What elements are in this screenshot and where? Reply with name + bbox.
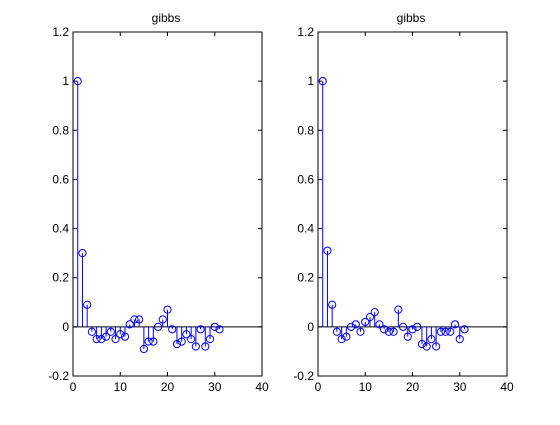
right-subplot-ytick-label: -0.2 [293, 369, 314, 383]
left-subplot-ytick-label: -0.2 [48, 369, 69, 383]
left-subplot-ytick-label: 0 [62, 320, 69, 334]
left-subplot-ytick-label: 0.2 [52, 271, 69, 285]
left-subplot-ytick-label: 0.6 [52, 172, 69, 186]
right-subplot-xtick-label: 0 [315, 380, 322, 394]
left-subplot-title: gibbs [152, 11, 181, 25]
left-subplot-xtick-label: 30 [208, 380, 222, 394]
right-subplot-ytick-label: 0.6 [297, 172, 314, 186]
left-subplot-ytick-label: 0.8 [52, 123, 69, 137]
right-subplot-ytick-label: 0.2 [297, 271, 314, 285]
right-subplot-xtick-label: 20 [406, 380, 420, 394]
left-subplot-xtick-label: 10 [114, 380, 128, 394]
right-subplot-ytick-label: 1 [307, 74, 314, 88]
right-subplot-xtick-label: 40 [500, 380, 514, 394]
left-subplot-ytick-label: 0.4 [52, 222, 69, 236]
right-subplot-ytick-label: 0.4 [297, 222, 314, 236]
right-subplot-title: gibbs [397, 11, 426, 25]
left-subplot-ytick-label: 1 [62, 74, 69, 88]
left-subplot-xtick-label: 40 [255, 380, 269, 394]
left-subplot-xtick-label: 0 [70, 380, 77, 394]
left-subplot: gibbs 0 10 20 30 40-0.200.20.40.60.811.2 [48, 11, 269, 394]
right-subplot-xtick-label: 10 [359, 380, 373, 394]
right-subplot-ytick-label: 0.8 [297, 123, 314, 137]
right-subplot-ytick-label: 1.2 [297, 25, 314, 39]
left-subplot-xtick-label: 20 [161, 380, 175, 394]
right-subplot: gibbs 0 10 20 30 40-0.200.20.40.60.811.2 [293, 11, 514, 394]
right-subplot-ytick-label: 0 [307, 320, 314, 334]
right-subplot-xtick-label: 30 [453, 380, 467, 394]
right-subplot-axes-frame [318, 32, 507, 376]
left-subplot-ytick-label: 1.2 [52, 25, 69, 39]
